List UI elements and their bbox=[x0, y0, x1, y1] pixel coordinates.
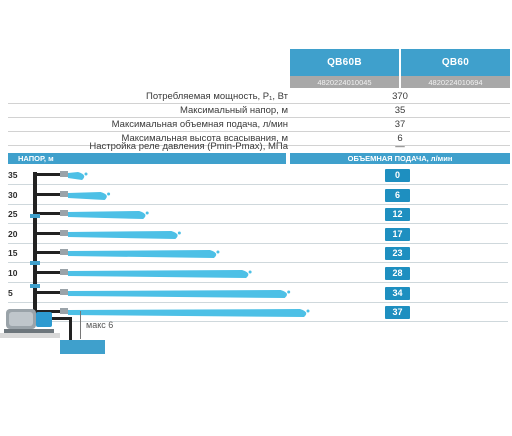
ground bbox=[0, 333, 60, 338]
row-divider bbox=[8, 301, 508, 303]
flow-value-box: 34 bbox=[385, 286, 410, 300]
spec-row-power: Потребляемая мощность, P₁, Вт 370 bbox=[0, 90, 512, 103]
row-divider bbox=[8, 184, 508, 185]
divider bbox=[8, 131, 510, 132]
water-jet bbox=[68, 191, 111, 200]
water-jet bbox=[68, 289, 291, 298]
divider bbox=[8, 117, 510, 118]
water-jet bbox=[68, 270, 252, 278]
suction-height-label: макс 6 bbox=[86, 320, 114, 330]
outlet-nozzle bbox=[60, 210, 68, 217]
flow-value-box: 28 bbox=[385, 267, 410, 280]
water-jet bbox=[68, 250, 220, 259]
outlet-pipe bbox=[37, 310, 63, 314]
flow-value-box: 17 bbox=[385, 227, 410, 241]
spec-label: Потребляемая мощность, P₁, Вт bbox=[146, 91, 288, 102]
water-jet bbox=[68, 230, 181, 239]
outlet-nozzle bbox=[60, 190, 68, 197]
outlet-pipe bbox=[37, 290, 63, 294]
row-divider bbox=[8, 223, 508, 225]
spec-value: 37 bbox=[394, 119, 406, 130]
spec-label: Максимальный напор, м bbox=[179, 105, 288, 116]
head-value: 30 bbox=[8, 189, 18, 200]
spec-label: Настройка реле давления (Pmin-Pmax), МПа bbox=[89, 141, 288, 152]
model-name: QB60 bbox=[441, 57, 470, 68]
discharge-pipe bbox=[33, 172, 37, 320]
water-jet bbox=[68, 172, 88, 180]
model-header-qb60: QB60 bbox=[401, 49, 510, 76]
outlet-nozzle bbox=[60, 229, 68, 236]
outlet-nozzle bbox=[60, 249, 68, 256]
spec-row-head: Максимальный напор, м 35 bbox=[0, 104, 512, 117]
head-value: 25 bbox=[8, 209, 18, 220]
divider bbox=[8, 103, 510, 104]
model-code-text: 4820224010694 bbox=[428, 77, 483, 87]
outlet-nozzle bbox=[60, 308, 68, 315]
suction-pipe bbox=[52, 317, 72, 320]
flow-column-header: ОБЪЕМНАЯ ПОДАЧА, л/мин bbox=[290, 153, 510, 164]
row-divider bbox=[8, 262, 508, 264]
outlet-pipe bbox=[37, 251, 63, 255]
spec-label: Максимальная объемная подача, л/мин bbox=[111, 119, 288, 130]
outlet-pipe bbox=[37, 231, 63, 235]
model-name: QB60B bbox=[327, 57, 362, 68]
head-column-header: НАПОР, м bbox=[8, 153, 286, 164]
divider bbox=[8, 145, 510, 146]
suction-pipe-vertical bbox=[69, 317, 72, 347]
model-code-qb60: 4820224010694 bbox=[401, 76, 510, 88]
outlet-nozzle bbox=[60, 269, 68, 275]
outlet-nozzle bbox=[60, 288, 68, 295]
flow-column-label: ОБЪЕМНАЯ ПОДАЧА, л/мин bbox=[347, 154, 453, 163]
head-column-label: НАПОР, м bbox=[18, 154, 54, 163]
row-divider bbox=[8, 242, 508, 244]
head-value: 15 bbox=[8, 248, 18, 259]
head-value: 35 bbox=[8, 170, 18, 180]
spec-value: 35 bbox=[394, 105, 406, 116]
spec-label: Максимальная высота всасывания, м bbox=[121, 133, 288, 144]
water-jet bbox=[68, 309, 310, 318]
spec-row-flow: Максимальная объемная подача, л/мин 37 bbox=[0, 118, 512, 131]
head-value: 5 bbox=[8, 287, 13, 298]
outlet-pipe bbox=[37, 212, 63, 216]
outlet-pipe bbox=[37, 271, 63, 274]
model-code-qb60b: 4820224010045 bbox=[290, 76, 399, 88]
pump-illustration bbox=[0, 172, 105, 354]
flow-value-box: 37 bbox=[385, 306, 410, 320]
outlet-pipe bbox=[37, 192, 63, 196]
head-value: 10 bbox=[8, 268, 18, 278]
model-code-text: 4820224010045 bbox=[317, 77, 372, 87]
pipe-valves bbox=[30, 214, 40, 288]
head-value: 20 bbox=[8, 228, 18, 239]
model-header-qb60b: QB60B bbox=[290, 49, 399, 76]
flow-value-box: 12 bbox=[385, 208, 410, 222]
outlet-pipe bbox=[37, 173, 63, 176]
spec-value: 6 bbox=[397, 133, 403, 144]
water-tank bbox=[60, 340, 105, 354]
spec-value: — bbox=[395, 141, 405, 152]
row-divider bbox=[8, 321, 508, 323]
water-jet bbox=[68, 211, 149, 220]
spec-row-suction: Максимальная высота всасывания, м 6 bbox=[0, 132, 512, 145]
suction-marker-line bbox=[80, 311, 81, 339]
row-divider bbox=[8, 282, 508, 283]
outlet-nozzle bbox=[60, 171, 68, 177]
spec-row-pressure-switch: Настройка реле давления (Pmin-Pmax), МПа… bbox=[0, 139, 512, 152]
flow-value-box: 6 bbox=[385, 188, 410, 202]
spec-value: 370 bbox=[392, 91, 408, 102]
flow-value-box: 23 bbox=[385, 247, 410, 261]
row-divider bbox=[8, 203, 508, 205]
pump-body-icon bbox=[4, 309, 54, 333]
flow-value-box: 0 bbox=[385, 169, 410, 182]
